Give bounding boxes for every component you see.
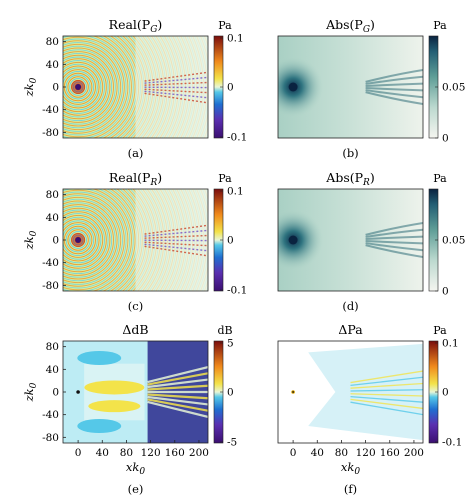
colorbar-tick-label: 0.1 — [227, 186, 244, 198]
wave-streaks — [144, 71, 208, 104]
x-tick-label: 80 — [335, 447, 348, 459]
y-tick-label: -80 — [42, 280, 59, 292]
field-features — [76, 341, 208, 443]
panel-title: ΔdB — [122, 322, 148, 337]
y-tick-label: 40 — [46, 364, 59, 376]
y-axis-label: zk0 — [22, 382, 39, 402]
colorbar-tick-label: 0 — [227, 387, 234, 399]
y-tick-label: -80 — [42, 127, 59, 139]
colorbar-tick-label: 0 — [442, 286, 449, 298]
colorbar-unit: Pa — [218, 172, 232, 185]
colorbar-unit: Pa — [433, 324, 447, 337]
panel-label: (c) — [128, 299, 143, 313]
panel-b: Abs(PG) (b) Pa 0.05 0 — [277, 17, 465, 160]
wave-streaks — [144, 224, 208, 257]
x-tick-label: 200 — [404, 447, 424, 459]
panel-label: (d) — [342, 299, 358, 313]
panel-title: Real(PG) — [109, 17, 163, 35]
colorbar-tick-label: -0.1 — [227, 132, 247, 144]
y-tick-label: 0 — [52, 235, 59, 247]
colorbar-unit: Pa — [218, 19, 232, 32]
x-tick-label: 40 — [96, 447, 109, 459]
x-axis-label: xk0 — [341, 460, 360, 477]
colorbar-tick-label: -0.1 — [442, 437, 462, 449]
panel-f: ΔPa 0 40 80 120 160 200 xk0 (f) Pa0.1 0 -0.1 — [277, 322, 462, 496]
colorbar-tick-label: -0.1 — [227, 285, 247, 297]
x-tick-label: 80 — [120, 447, 133, 459]
y-tick-label: 0 — [52, 82, 59, 94]
panel-e: ΔdB 80 40 0 -40 -80 zk0 0 40 80 120 160 200 xk0 (e) dB5… — [22, 322, 237, 496]
y-tick-label: -40 — [42, 257, 59, 269]
panel-c: Real(PR) 80 40 0 -40 -80 zk0 (c) Pa0.1 0 -0.1 — [22, 170, 247, 313]
colorbar-unit: dB — [217, 324, 232, 337]
panel-label: (b) — [342, 146, 358, 160]
panel-title: Real(PR) — [109, 170, 162, 188]
colorbar-tick-label: 0 — [442, 387, 449, 399]
x-tick-label: 160 — [380, 447, 400, 459]
colorbar-tick-label: -5 — [227, 437, 237, 449]
x-tick-label: 0 — [75, 447, 82, 459]
plot-frame — [277, 188, 424, 292]
y-axis-label: zk0 — [22, 230, 39, 250]
x-tick-label: 120 — [356, 447, 376, 459]
x-tick-label: 0 — [290, 447, 297, 459]
panel-title: ΔPa — [338, 322, 363, 337]
colorbar-tick-label: 0 — [227, 235, 234, 247]
colorbar-tick-label: 0.1 — [442, 338, 459, 350]
x-axis-label: xk0 — [126, 460, 145, 477]
x-tick-label: 160 — [165, 447, 185, 459]
panel-title: Abs(PR) — [325, 170, 374, 188]
y-tick-label: 40 — [46, 212, 59, 224]
colorbar-tick-label: 5 — [227, 338, 234, 350]
plot-frame — [277, 340, 424, 444]
colorbar-tick-label: 0.05 — [442, 235, 465, 247]
y-tick-label: -80 — [42, 432, 59, 444]
y-tick-label: 80 — [46, 36, 59, 48]
plot-frame — [277, 35, 424, 139]
y-tick-label: 80 — [46, 189, 59, 201]
colorbar-tick-label: 0 — [442, 133, 449, 145]
y-tick-label: -40 — [42, 409, 59, 421]
colorbar-tick-label: 0.05 — [442, 82, 465, 94]
field-features — [278, 57, 423, 117]
panel-label: (f) — [344, 482, 357, 496]
y-tick-label: 80 — [46, 341, 59, 353]
colorbar-tick-label: 0 — [227, 82, 234, 94]
y-axis-label: zk0 — [22, 77, 39, 97]
panel-label: (e) — [128, 482, 144, 496]
x-tick-label: 120 — [141, 447, 161, 459]
colorbar-unit: Pa — [433, 172, 447, 185]
colorbar-tick-label: 0.1 — [227, 33, 244, 45]
y-tick-label: -40 — [42, 104, 59, 116]
y-tick-label: 40 — [46, 59, 59, 71]
panel-title: Abs(PG) — [325, 17, 375, 35]
colorbar-unit: Pa — [433, 19, 447, 32]
x-tick-label: 200 — [189, 447, 209, 459]
panel-label: (a) — [128, 146, 144, 160]
field-features — [278, 210, 423, 270]
y-tick-label: 0 — [52, 387, 59, 399]
field-features — [291, 343, 423, 441]
panel-d: Abs(PR) (d) Pa 0.05 0 — [277, 170, 465, 313]
x-tick-label: 40 — [311, 447, 324, 459]
panel-a: Real(PG) 80 40 0 -40 -80 zk0 (a) Pa0.1 0 -0.1 — [22, 17, 247, 160]
